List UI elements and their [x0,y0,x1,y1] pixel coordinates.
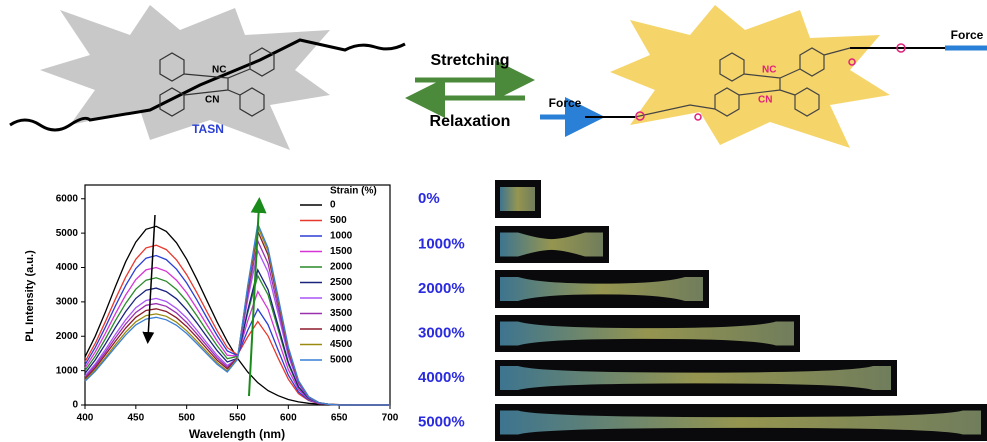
group-label: CN [205,95,219,106]
legend-label: 2500 [330,277,353,288]
x-tick-label: 650 [331,413,348,424]
x-tick-label: 450 [127,413,144,424]
legend-label: 1500 [330,246,353,257]
legend-title: Strain (%) [330,186,377,197]
arrows: Stretching Relaxation [415,52,525,130]
force-label: Force [951,28,984,42]
y-tick-label: 2000 [56,331,79,342]
y-tick-label: 3000 [56,297,79,308]
group-label: NC [212,65,226,76]
molecule-label: TASN [192,122,224,136]
chart: PL Intensity (a.u.) Wavelength (nm) 0 100… [24,185,399,441]
x-tick-label: 400 [77,413,94,424]
x-tick-label: 700 [382,413,399,424]
legend-label: 3500 [330,308,353,319]
y-tick-label: 4000 [56,262,79,273]
figure: NC CN TASN Stretching Relaxation NC CN F… [0,0,987,442]
trend-arrow [148,215,155,338]
strain-label: 0% [418,190,440,207]
y-tick-label: 5000 [56,228,79,239]
strain-label: 4000% [418,369,465,386]
strain-label: 3000% [418,324,465,341]
series-line [85,270,390,405]
force-label: Force [549,96,582,110]
legend-label: 2000 [330,262,353,273]
photos: 0% 1000% 2000% 3000% 4000% 5000% [418,180,987,441]
group-label: CN [758,95,772,106]
legend-label: 0 [330,200,336,211]
forward-label: Stretching [430,52,509,69]
legend-label: 5000 [330,355,353,366]
y-axis-title: PL Intensity (a.u.) [24,250,36,342]
x-tick-label: 500 [178,413,195,424]
x-axis-title: Wavelength (nm) [189,427,285,441]
strain-label: 2000% [418,280,465,297]
legend-label: 3000 [330,293,353,304]
x-tick-label: 550 [229,413,246,424]
sample-strip [500,187,535,211]
x-tick-label: 600 [280,413,297,424]
legend-label: 500 [330,215,347,226]
left-molecule: NC CN TASN [10,5,405,150]
legend-label: 1000 [330,231,353,242]
legend-label: 4500 [330,339,353,350]
y-tick-label: 1000 [56,365,79,376]
y-tick-label: 0 [72,400,78,411]
backward-label: Relaxation [430,113,511,130]
right-molecule: NC CN Force Force [540,5,987,148]
strain-label: 5000% [418,413,465,430]
strain-label: 1000% [418,235,465,252]
legend-label: 4000 [330,324,353,335]
group-label: NC [762,65,776,76]
y-tick-label: 6000 [56,193,79,204]
